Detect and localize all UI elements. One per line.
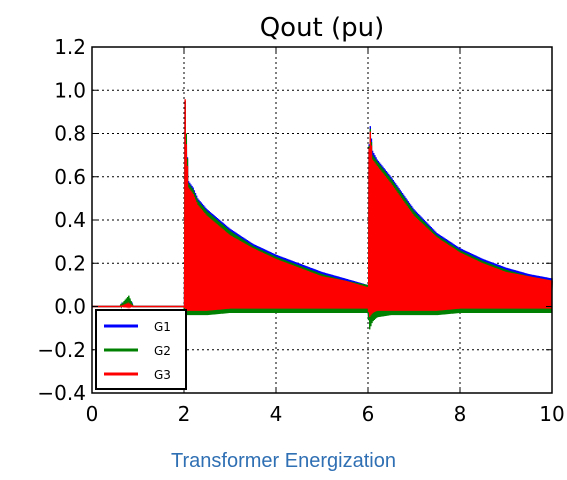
x-tick-label: 2 bbox=[178, 402, 191, 426]
x-tick-label: 8 bbox=[454, 402, 467, 426]
chart-title: Qout (pu) bbox=[260, 13, 385, 43]
figure-caption: Transformer Energization bbox=[171, 450, 396, 472]
qout-chart: Qout (pu) 0 2 4 6 8 10 −0.4 −0.2 0.0 0.2 0.4 0.6 0.8… bbox=[37, 13, 564, 426]
series-line-g3 bbox=[92, 99, 553, 317]
x-tick-label: 4 bbox=[270, 402, 283, 426]
y-tick-label: −0.2 bbox=[37, 338, 86, 362]
axis-ticks: 0 2 4 6 8 10 −0.4 −0.2 0.0 0.2 0.4 0.6 0.8 1.0 1.2 bbox=[37, 35, 564, 426]
y-tick-label: 0.4 bbox=[54, 208, 86, 232]
y-tick-label: 0.2 bbox=[54, 251, 86, 275]
y-tick-label: −0.4 bbox=[37, 381, 86, 405]
x-tick-label: 10 bbox=[539, 402, 564, 426]
y-tick-label: 0.8 bbox=[54, 122, 86, 146]
legend: G1 G2 G3 bbox=[95, 309, 187, 390]
y-tick-label: 1.2 bbox=[54, 35, 86, 59]
plot-series bbox=[92, 99, 553, 330]
x-tick-label: 0 bbox=[86, 402, 99, 426]
legend-label-g2: G2 bbox=[154, 344, 171, 358]
y-tick-label: 0.0 bbox=[54, 295, 86, 319]
legend-label-g1: G1 bbox=[154, 320, 171, 334]
y-tick-label: 0.6 bbox=[54, 165, 86, 189]
x-tick-label: 6 bbox=[362, 402, 375, 426]
legend-label-g3: G3 bbox=[154, 368, 171, 382]
y-tick-label: 1.0 bbox=[54, 78, 86, 102]
